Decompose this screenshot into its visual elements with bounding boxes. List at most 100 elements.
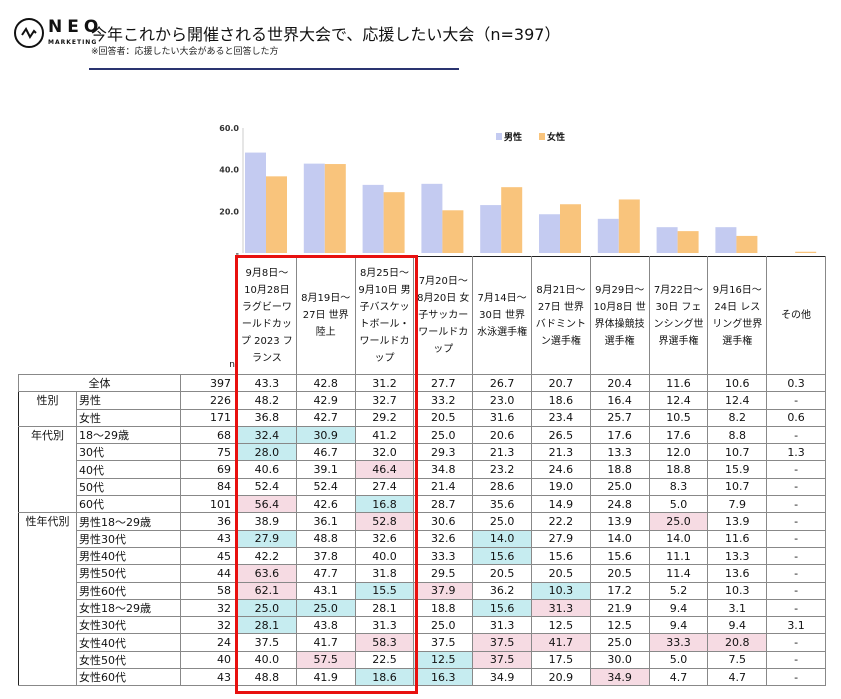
value-cell: - — [766, 650, 826, 670]
results-table: n 9月8日～10月28日 ラグビーワールドカップ 2023 フランス 8月19日～… — [18, 256, 826, 687]
value-cell: 28.7 — [413, 495, 474, 514]
row-label: 女性18～29歳 — [76, 598, 181, 618]
legend-label: 女性 — [547, 131, 565, 143]
y-tick-label: - — [236, 249, 239, 258]
value-cell: 42.6 — [295, 495, 356, 514]
logo-pulse-icon — [14, 18, 44, 48]
value-cell: 25.0 — [589, 633, 650, 652]
value-cell: 37.5 — [413, 633, 474, 652]
value-cell: 24.6 — [530, 460, 591, 479]
n-cell: 58 — [180, 581, 238, 600]
n-cell: 36 — [180, 512, 238, 531]
highlight-box — [235, 255, 418, 694]
page-title: 今年これから開催される世界大会で、応援したい大会（n=397） — [91, 25, 561, 44]
value-cell: 1.3 — [766, 443, 826, 462]
value-cell: 31.3 — [472, 616, 532, 635]
value-cell: 41.7 — [530, 633, 591, 652]
value-cell: 21.3 — [472, 443, 532, 462]
value-cell: 41.9 — [295, 668, 356, 687]
value-cell: 30.0 — [589, 650, 650, 670]
value-cell: - — [766, 668, 826, 687]
value-cell: 10.3 — [530, 581, 591, 600]
n-cell: 84 — [180, 477, 238, 497]
value-cell: 18.6 — [530, 391, 591, 410]
value-cell: 21.4 — [413, 477, 474, 497]
value-cell: - — [766, 391, 826, 410]
title-divider — [89, 68, 459, 70]
bar-male — [539, 214, 560, 253]
value-cell: 27.9 — [237, 529, 297, 548]
header-row: n 9月8日～10月28日 ラグビーワールドカップ 2023 フランス 8月19日～… — [19, 256, 826, 375]
table-row: 男性40代 45 42.2 37.8 40.0 33.3 15.6 15.6 15.6 11.1 1… — [19, 546, 826, 566]
column-header: 8月21日～27日 世界バドミントン選手権 — [530, 256, 591, 375]
value-cell: 13.6 — [707, 564, 768, 583]
row-label: 50代 — [76, 477, 181, 497]
value-cell: 9.4 — [648, 616, 709, 635]
row-label: 女性 — [76, 408, 181, 427]
value-cell: 15.5 — [354, 581, 415, 600]
n-cell: 226 — [180, 391, 238, 410]
bar-female — [442, 210, 464, 253]
value-cell: 27.4 — [354, 477, 415, 497]
column-header: 9月16日～24日 レスリング世界選手権 — [707, 256, 768, 375]
value-cell: - — [766, 460, 826, 479]
value-cell: 8.8 — [707, 425, 768, 445]
value-cell: 12.5 — [413, 650, 474, 670]
n-cell: 43 — [180, 529, 238, 548]
value-cell: 14.0 — [648, 529, 709, 548]
value-cell: 10.7 — [707, 477, 768, 497]
n-cell: 75 — [180, 443, 238, 462]
row-label: 男性50代 — [76, 564, 181, 583]
value-cell: 20.5 — [472, 564, 532, 583]
value-cell: 4.7 — [648, 668, 709, 687]
value-cell: 17.6 — [589, 425, 650, 445]
value-cell: 8.3 — [648, 477, 709, 497]
value-cell: 37.5 — [237, 633, 297, 652]
value-cell: 25.0 — [413, 616, 474, 635]
value-cell: 25.7 — [589, 408, 650, 427]
value-cell: 25.0 — [237, 598, 297, 618]
n-header: n — [229, 360, 235, 370]
column-header: その他 — [766, 256, 826, 375]
n-cell: 43 — [180, 668, 238, 687]
value-cell: 41.7 — [295, 633, 356, 652]
value-cell: 15.6 — [589, 546, 650, 566]
bar-male — [597, 218, 619, 253]
value-cell: 17.2 — [589, 581, 650, 600]
table-row: 女性30代 32 28.1 43.8 31.3 25.0 31.3 12.5 12.5 9.4 9.… — [19, 616, 826, 635]
table-row: 全体 397 43.3 42.8 31.2 27.7 26.7 20.7 20.4 11.6 10.… — [18, 373, 826, 393]
value-cell: 33.3 — [648, 633, 709, 652]
value-cell: 31.3 — [530, 598, 591, 618]
value-cell: - — [766, 529, 826, 548]
legend-swatch — [539, 133, 545, 140]
n-cell: 44 — [180, 564, 238, 583]
value-cell: 13.9 — [589, 512, 650, 531]
table-row: 女性40代 24 37.5 41.7 58.3 37.5 37.5 41.7 25.0 33.3 2… — [19, 633, 826, 652]
value-cell: 32.6 — [413, 529, 474, 548]
value-cell: 21.9 — [589, 598, 650, 618]
value-cell: - — [766, 512, 826, 531]
value-cell: 27.9 — [530, 529, 591, 548]
bar-female — [736, 235, 758, 253]
y-tick-label: 40.0 — [219, 166, 239, 175]
column-header: 9月29日～10月8日 世界体操競技選手権 — [589, 256, 650, 375]
n-cell: 45 — [180, 546, 238, 566]
row-label: 40代 — [76, 460, 181, 479]
value-cell: 16.3 — [413, 668, 474, 687]
table-row: 女性 171 36.8 42.7 29.2 20.5 31.6 23.4 25.7 10.5 8.2… — [19, 408, 826, 427]
value-cell: 15.6 — [530, 546, 591, 566]
value-cell: 33.3 — [413, 546, 474, 566]
logo-subtext: MARKETING — [48, 39, 98, 46]
table-row: 50代 84 52.4 52.4 27.4 21.4 28.6 19.0 25.0 8.3 10.7… — [19, 477, 826, 497]
value-cell: - — [766, 598, 826, 618]
value-cell: 5.2 — [648, 581, 709, 600]
value-cell: 10.6 — [707, 373, 768, 393]
bar-female — [501, 187, 523, 253]
value-cell: - — [766, 425, 826, 445]
value-cell: 20.6 — [472, 425, 532, 445]
bar-chart: - 20.0 40.0 60.0 男性 女性 — [219, 124, 817, 258]
value-cell: 28.6 — [472, 477, 532, 497]
value-cell: 37.5 — [472, 650, 532, 670]
table-row: 男性60代 58 62.1 43.1 15.5 37.9 36.2 10.3 17.2 5.2 10… — [19, 581, 826, 600]
